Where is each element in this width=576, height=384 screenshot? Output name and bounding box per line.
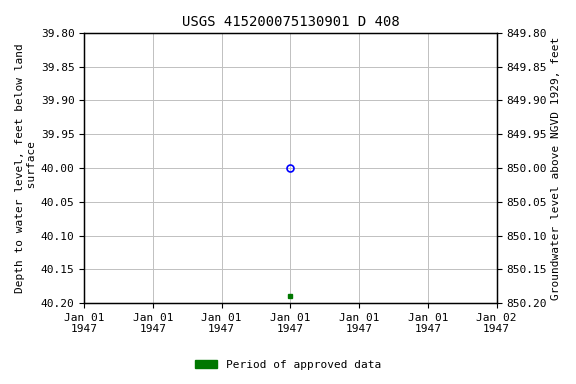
Y-axis label: Depth to water level, feet below land
 surface: Depth to water level, feet below land su… xyxy=(15,43,37,293)
Y-axis label: Groundwater level above NGVD 1929, feet: Groundwater level above NGVD 1929, feet xyxy=(551,36,561,300)
Legend: Period of approved data: Period of approved data xyxy=(191,356,385,375)
Title: USGS 415200075130901 D 408: USGS 415200075130901 D 408 xyxy=(181,15,399,29)
